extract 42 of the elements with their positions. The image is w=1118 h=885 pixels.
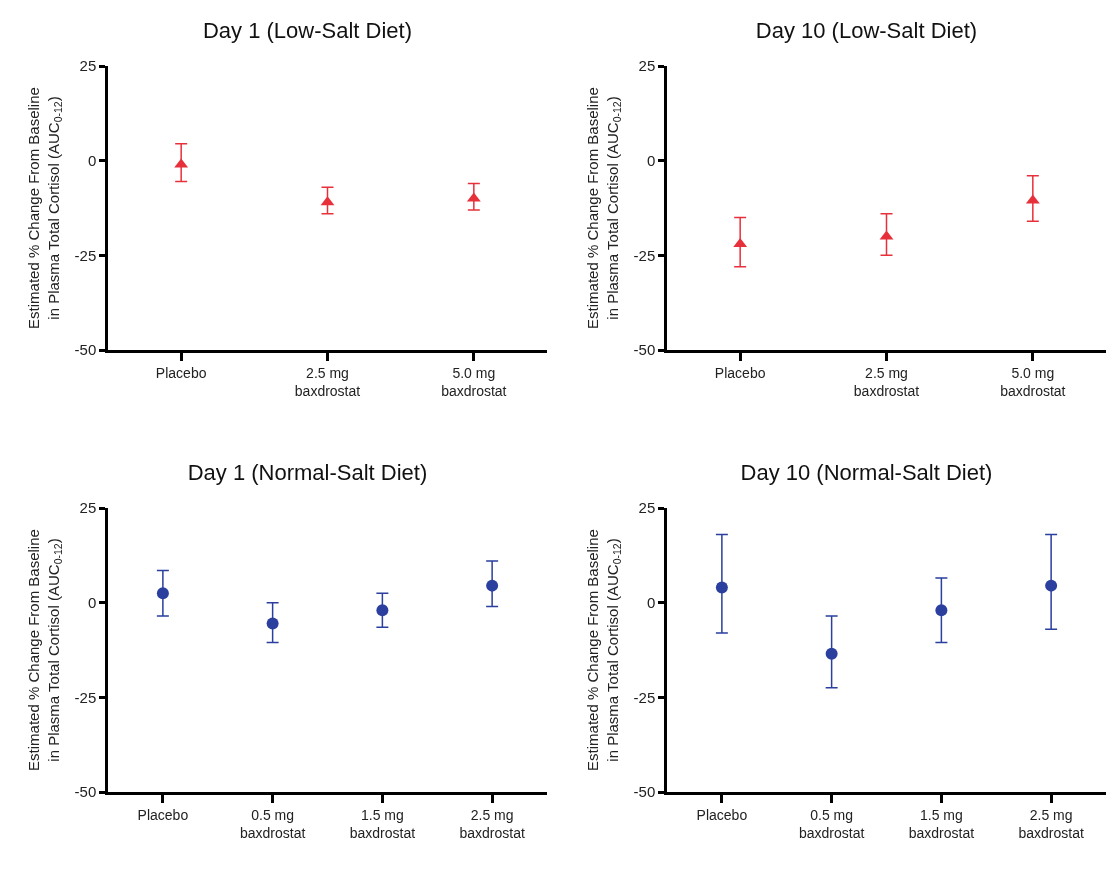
point (1045, 579, 1058, 592)
point (486, 579, 499, 592)
x-tick-label: 2.5 mg baxdrostat (459, 806, 525, 841)
y-tick-label: 25 (638, 499, 656, 517)
y-tick-label: 25 (638, 57, 656, 75)
y-tick-label: 25 (79, 57, 97, 75)
chart-title: Day 1 (Low-Salt Diet) (202, 17, 412, 43)
y-tick-label: -25 (74, 688, 97, 706)
y-tick-label: -50 (633, 783, 656, 801)
x-tick-label: 0.5 mg baxdrostat (239, 806, 306, 841)
x-tick-label: 2.5 mg baxdrostat (853, 364, 920, 399)
point (935, 604, 948, 617)
point (825, 647, 838, 660)
y-tick-label: -50 (74, 341, 97, 359)
y-tick-label: 0 (87, 151, 97, 169)
x-tick-label: Placebo (696, 806, 748, 823)
y-tick-label: -50 (74, 783, 97, 801)
chart-title: Day 1 (Normal-Salt Diet) (187, 459, 428, 485)
chart-title: Day 10 (Low-Salt Diet) (755, 17, 978, 43)
x-tick-label: Placebo (137, 806, 189, 823)
point (715, 581, 728, 594)
x-tick-label: 1.5 mg baxdrostat (349, 806, 416, 841)
x-tick-label: 2.5 mg baxdrostat (294, 364, 361, 399)
y-tick-label: 0 (87, 593, 97, 611)
x-tick-label: 5.0 mg baxdrostat (441, 364, 507, 399)
point (266, 617, 279, 630)
x-tick-label: 0.5 mg baxdrostat (798, 806, 865, 841)
y-tick-label: -25 (633, 246, 656, 264)
point (376, 604, 389, 617)
x-tick-label: 2.5 mg baxdrostat (1018, 806, 1084, 841)
y-tick-label: -25 (633, 688, 656, 706)
y-tick-label: 0 (646, 151, 656, 169)
y-tick-label: -50 (633, 341, 656, 359)
chart-title: Day 10 (Normal-Salt Diet) (740, 459, 993, 485)
x-tick-label: 1.5 mg baxdrostat (908, 806, 975, 841)
y-tick-label: 25 (79, 499, 97, 517)
x-tick-label: Placebo (155, 364, 207, 381)
y-tick-label: -25 (74, 246, 97, 264)
y-tick-label: 0 (646, 593, 656, 611)
point (156, 587, 169, 600)
x-tick-label: Placebo (714, 364, 766, 381)
x-tick-label: 5.0 mg baxdrostat (1000, 364, 1066, 399)
